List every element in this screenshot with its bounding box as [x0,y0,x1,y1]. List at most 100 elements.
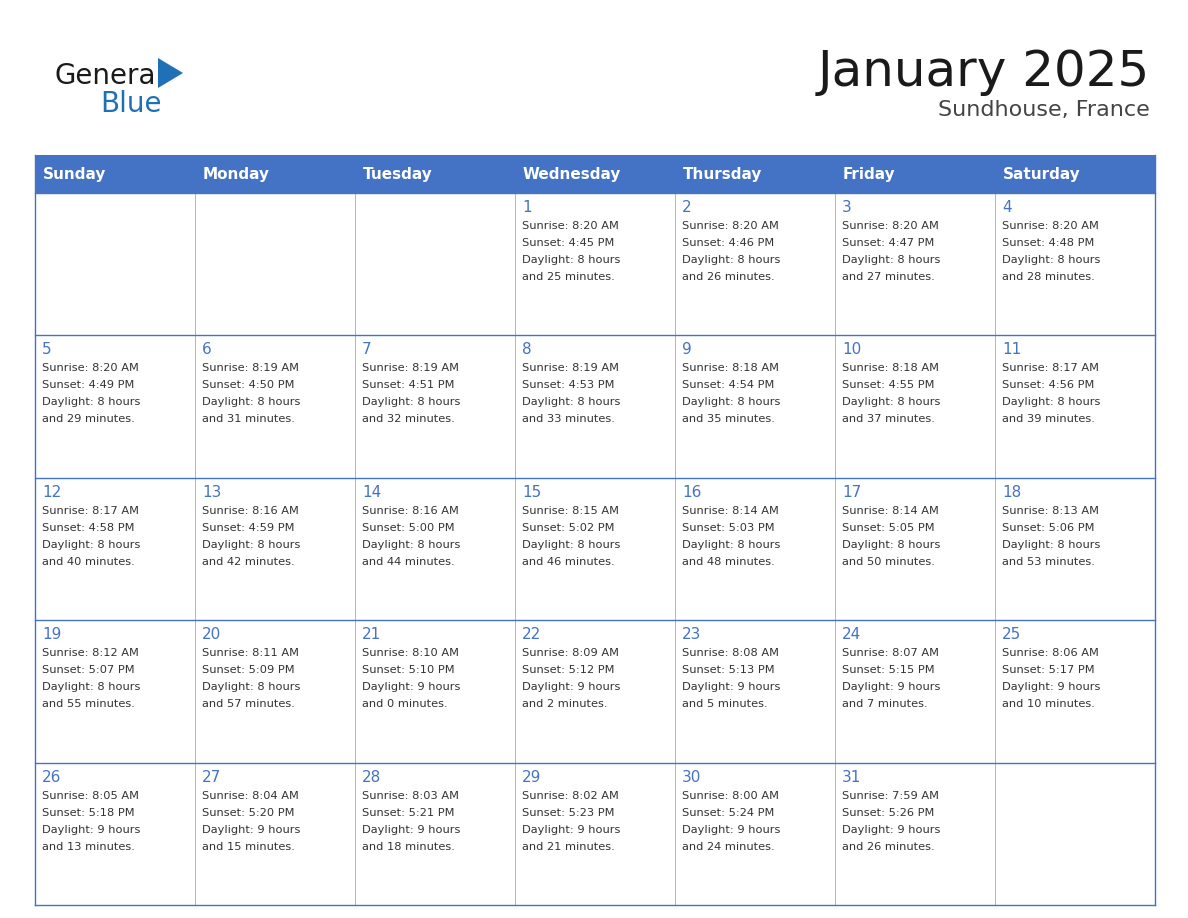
Text: and 48 minutes.: and 48 minutes. [682,557,775,566]
Text: 12: 12 [42,485,62,499]
Text: Sunset: 4:55 PM: Sunset: 4:55 PM [842,380,935,390]
Text: and 7 minutes.: and 7 minutes. [842,700,928,710]
Text: and 28 minutes.: and 28 minutes. [1001,272,1095,282]
Bar [675,621,835,763]
Text: 17: 17 [842,485,861,499]
Text: Daylight: 8 hours: Daylight: 8 hours [682,540,781,550]
Text: 4: 4 [1001,200,1012,215]
Text: Daylight: 9 hours: Daylight: 9 hours [682,682,781,692]
Text: Sunrise: 8:07 AM: Sunrise: 8:07 AM [842,648,939,658]
Text: Sunset: 4:46 PM: Sunset: 4:46 PM [682,238,775,248]
Text: Daylight: 8 hours: Daylight: 8 hours [522,255,620,265]
Bar [835,621,996,763]
Bar [34,477,195,621]
Text: Daylight: 9 hours: Daylight: 9 hours [362,824,461,834]
Text: Blue: Blue [100,90,162,118]
Text: Daylight: 8 hours: Daylight: 8 hours [522,397,620,408]
Text: Sunset: 4:54 PM: Sunset: 4:54 PM [682,380,775,390]
Bar [835,193,996,335]
Text: Sunrise: 8:05 AM: Sunrise: 8:05 AM [42,790,139,800]
Text: Sunset: 4:51 PM: Sunset: 4:51 PM [362,380,455,390]
Bar [675,193,835,335]
Text: and 10 minutes.: and 10 minutes. [1001,700,1095,710]
Text: Friday: Friday [843,166,896,182]
Bar [996,335,1155,477]
Text: Daylight: 8 hours: Daylight: 8 hours [42,397,140,408]
Bar [675,477,835,621]
Text: 6: 6 [202,342,211,357]
Text: Daylight: 8 hours: Daylight: 8 hours [1001,540,1100,550]
Text: Daylight: 9 hours: Daylight: 9 hours [202,824,301,834]
Text: 23: 23 [682,627,701,643]
Text: Sunrise: 7:59 AM: Sunrise: 7:59 AM [842,790,939,800]
Text: Sunrise: 8:02 AM: Sunrise: 8:02 AM [522,790,619,800]
Text: 19: 19 [42,627,62,643]
Bar [355,193,516,335]
Polygon shape [158,58,183,88]
Text: General: General [55,62,164,90]
Text: Sunset: 4:49 PM: Sunset: 4:49 PM [42,380,134,390]
Bar [675,763,835,905]
Text: Sunset: 5:03 PM: Sunset: 5:03 PM [682,522,775,532]
Text: Sunrise: 8:20 AM: Sunrise: 8:20 AM [522,221,619,231]
Bar [355,763,516,905]
Text: Sunset: 5:23 PM: Sunset: 5:23 PM [522,808,614,818]
Text: Sunset: 4:45 PM: Sunset: 4:45 PM [522,238,614,248]
Bar [675,335,835,477]
Bar [835,335,996,477]
Text: Sunrise: 8:14 AM: Sunrise: 8:14 AM [842,506,939,516]
Text: Sunset: 4:50 PM: Sunset: 4:50 PM [202,380,295,390]
Bar [516,621,675,763]
Text: and 44 minutes.: and 44 minutes. [362,557,455,566]
Text: 27: 27 [202,769,221,785]
Text: Sunset: 5:02 PM: Sunset: 5:02 PM [522,522,614,532]
Bar [34,621,195,763]
Text: and 25 minutes.: and 25 minutes. [522,272,614,282]
Text: Daylight: 8 hours: Daylight: 8 hours [1001,397,1100,408]
Text: January 2025: January 2025 [817,48,1150,96]
Text: Sunrise: 8:12 AM: Sunrise: 8:12 AM [42,648,139,658]
Text: Daylight: 9 hours: Daylight: 9 hours [522,824,620,834]
Text: Sunrise: 8:08 AM: Sunrise: 8:08 AM [682,648,779,658]
Bar [355,477,516,621]
Text: 20: 20 [202,627,221,643]
Text: and 21 minutes.: and 21 minutes. [522,842,614,852]
Text: Daylight: 8 hours: Daylight: 8 hours [842,255,941,265]
Text: Sunset: 5:26 PM: Sunset: 5:26 PM [842,808,935,818]
Text: and 57 minutes.: and 57 minutes. [202,700,295,710]
Bar [996,477,1155,621]
Text: Wednesday: Wednesday [523,166,621,182]
Text: Daylight: 9 hours: Daylight: 9 hours [1001,682,1100,692]
Text: and 55 minutes.: and 55 minutes. [42,700,135,710]
Text: and 29 minutes.: and 29 minutes. [42,414,134,424]
Text: Sunrise: 8:19 AM: Sunrise: 8:19 AM [362,364,459,374]
Text: Sunrise: 8:18 AM: Sunrise: 8:18 AM [842,364,939,374]
Text: 22: 22 [522,627,542,643]
Bar [34,155,1155,193]
Text: and 46 minutes.: and 46 minutes. [522,557,614,566]
Text: Sunset: 4:58 PM: Sunset: 4:58 PM [42,522,134,532]
Text: Sunset: 5:12 PM: Sunset: 5:12 PM [522,666,614,676]
Text: 8: 8 [522,342,531,357]
Text: Sunset: 5:07 PM: Sunset: 5:07 PM [42,666,134,676]
Text: 31: 31 [842,769,861,785]
Bar [516,335,675,477]
Text: Sunrise: 8:20 AM: Sunrise: 8:20 AM [842,221,939,231]
Text: and 50 minutes.: and 50 minutes. [842,557,935,566]
Text: and 26 minutes.: and 26 minutes. [842,842,935,852]
Bar [835,477,996,621]
Text: Daylight: 8 hours: Daylight: 8 hours [42,540,140,550]
Text: Daylight: 8 hours: Daylight: 8 hours [42,682,140,692]
Text: Daylight: 9 hours: Daylight: 9 hours [682,824,781,834]
Text: 28: 28 [362,769,381,785]
Text: and 37 minutes.: and 37 minutes. [842,414,935,424]
Text: Sunrise: 8:00 AM: Sunrise: 8:00 AM [682,790,779,800]
Bar [195,477,355,621]
Text: and 13 minutes.: and 13 minutes. [42,842,135,852]
Text: 29: 29 [522,769,542,785]
Text: Daylight: 9 hours: Daylight: 9 hours [842,824,941,834]
Text: and 0 minutes.: and 0 minutes. [362,700,448,710]
Text: Daylight: 9 hours: Daylight: 9 hours [842,682,941,692]
Text: 21: 21 [362,627,381,643]
Bar [516,763,675,905]
